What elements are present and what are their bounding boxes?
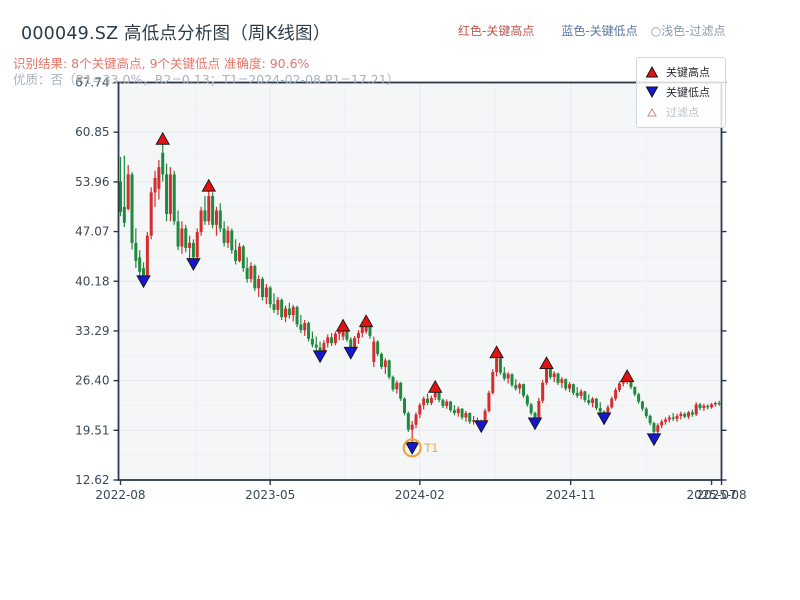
- triangle-down-blue-icon: [645, 86, 659, 98]
- svg-text:53.96: 53.96: [75, 175, 109, 189]
- legend-filtered-text: ○浅色-过滤点: [650, 24, 726, 38]
- legend-key-low-text: 蓝色-关键低点: [561, 24, 638, 38]
- svg-text:47.07: 47.07: [75, 225, 109, 239]
- svg-text:33.29: 33.29: [75, 324, 109, 338]
- top-color-legend: 红色-关键高点 蓝色-关键低点 ○浅色-过滤点: [458, 22, 726, 39]
- svg-text:2022-08: 2022-08: [95, 488, 145, 502]
- legend-key-high-text: 红色-关键高点: [458, 24, 535, 38]
- svg-text:12.62: 12.62: [75, 473, 109, 487]
- recognition-result-line: 识别结果: 8个关键高点, 9个关键低点 准确度: 90.6%: [13, 56, 310, 71]
- svg-text:40.18: 40.18: [75, 274, 109, 288]
- svg-text:60.85: 60.85: [75, 125, 109, 139]
- svg-text:T1: T1: [423, 441, 438, 455]
- legend-item-label: 过滤点: [666, 106, 699, 119]
- svg-text:2024-11: 2024-11: [546, 488, 596, 502]
- quality-line: 优质：否（R1=33.0%，R2=0.13；T1=2024-02-08 P1=1…: [13, 72, 400, 87]
- triangle-up-outline-icon: [647, 107, 657, 117]
- legend-item-label: 关键低点: [666, 86, 710, 99]
- svg-text:2025-07: 2025-07: [686, 488, 736, 502]
- svg-text:67.74: 67.74: [75, 76, 109, 90]
- legend-item-key-high: 关键高点: [645, 62, 717, 82]
- legend-item-key-low: 关键低点: [645, 82, 717, 102]
- svg-text:2023-05: 2023-05: [245, 488, 295, 502]
- page-title: 000049.SZ 高低点分析图（周K线图）: [21, 24, 331, 44]
- legend-item-filtered: 过滤点: [645, 102, 717, 122]
- svg-text:26.40: 26.40: [75, 374, 109, 388]
- triangle-up-red-icon: [645, 66, 659, 78]
- chart-legend-box: 关键高点 关键低点 过滤点: [636, 57, 726, 128]
- svg-text:2024-02: 2024-02: [395, 488, 445, 502]
- svg-text:19.51: 19.51: [75, 423, 109, 437]
- legend-item-label: 关键高点: [666, 66, 710, 79]
- svg-text:2025-08: 2025-08: [696, 488, 746, 502]
